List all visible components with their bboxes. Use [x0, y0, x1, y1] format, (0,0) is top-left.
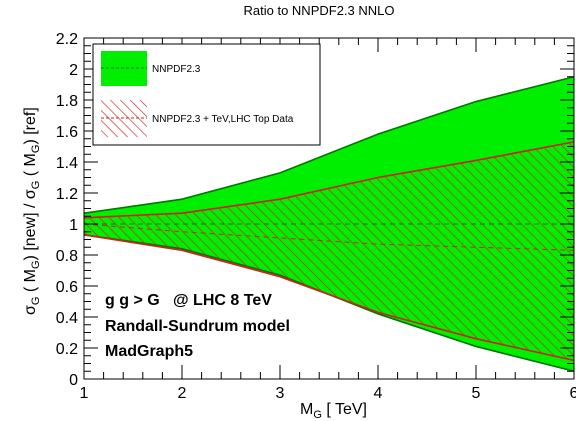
y-tick-label: 0.6	[56, 279, 78, 296]
legend: NNPDF2.3 NNPDF2.3 + TeV,LHC Top Data	[92, 43, 321, 146]
plot-frame	[83, 37, 575, 380]
annotation-generator: MadGraph5	[105, 343, 193, 360]
axes-layer: 0 0.2 0.4 0.6 0.8 1 1.2 1.4 1.6 1.8 2 2.2 1 2 3 4 5 6	[56, 31, 576, 402]
y-tick-label: 0.8	[56, 248, 78, 265]
legend-label-top: NNPDF2.3 + TeV,LHC Top Data	[152, 114, 294, 125]
x-tick-label: 6	[570, 385, 576, 402]
annotation-block: g g > G @ LHC 8 TeV Randall-Sundrum mode…	[105, 292, 290, 360]
bands-layer	[83, 75, 575, 373]
x-tick-label: 4	[374, 385, 383, 402]
y-tick-label: 0.4	[56, 310, 78, 327]
annotation-process: g g > G @ LHC 8 TeV	[105, 292, 272, 309]
y-tick-label: 1.4	[56, 155, 78, 172]
y-tick-label: 1.6	[56, 124, 78, 141]
x-tick-label: 1	[80, 385, 89, 402]
chart-title: Ratio to NNPDF2.3 NNLO	[244, 3, 395, 18]
band-0-upper-edge	[83, 75, 575, 214]
band-1	[84, 141, 574, 361]
y-axis-label: σG ( MG) [new] / σG ( MG) [ref]	[22, 107, 42, 315]
x-tick-label: 2	[178, 385, 187, 402]
y-tick-label: 1	[69, 217, 78, 234]
annotation-model: Randall-Sundrum model	[105, 318, 290, 335]
legend-label-nnpdf: NNPDF2.3	[152, 64, 201, 75]
y-tick-label: 0	[69, 372, 78, 389]
x-tick-label: 5	[472, 385, 481, 402]
y-tick-label: 1.8	[56, 93, 78, 110]
y-tick-label: 0.2	[56, 341, 78, 358]
band-1-lower-edge	[83, 234, 575, 362]
band-1-upper-edge	[83, 141, 575, 219]
x-axis-label: MG [ TeV]	[300, 401, 367, 421]
y-tick-label: 1.2	[56, 186, 78, 203]
x-tick-label: 3	[276, 385, 285, 402]
y-tick-label: 2	[69, 62, 78, 79]
band-1-central-line	[83, 223, 575, 251]
y-tick-label: 2.2	[56, 31, 78, 48]
